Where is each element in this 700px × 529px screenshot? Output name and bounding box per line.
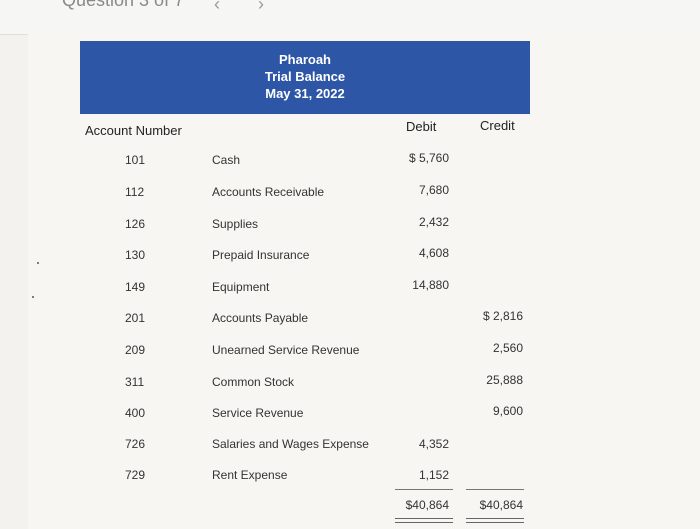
credit-total: $40,864 bbox=[479, 498, 523, 512]
account-name: Unearned Service Revenue bbox=[212, 343, 360, 357]
statement-header: Pharoah Trial Balance May 31, 2022 bbox=[80, 41, 530, 114]
credit-header: Credit bbox=[480, 118, 515, 133]
account-number: 112 bbox=[125, 185, 145, 199]
credit-amount: 9,600 bbox=[492, 404, 523, 418]
table-row: 729 Rent Expense 1,152 bbox=[0, 468, 700, 488]
statement-title: Trial Balance bbox=[264, 69, 346, 84]
table-row: 101 Cash $ 5,760 bbox=[0, 151, 700, 173]
debit-double-underline bbox=[395, 518, 453, 523]
account-name: Equipment bbox=[212, 280, 270, 294]
account-number-header: Account Number bbox=[85, 123, 182, 138]
table-row: 400 Service Revenue 9,600 bbox=[0, 404, 700, 426]
totals-row: $40,864 $40,864 bbox=[0, 498, 700, 518]
account-number: 149 bbox=[125, 280, 146, 294]
paper-mark bbox=[32, 296, 34, 298]
credit-amount: $ 2,816 bbox=[482, 309, 523, 323]
account-name: Accounts Receivable bbox=[212, 185, 325, 199]
credit-double-underline bbox=[466, 518, 524, 523]
paper-mark bbox=[37, 262, 39, 264]
credit-amount: 2,560 bbox=[492, 341, 523, 355]
account-number: 311 bbox=[125, 375, 145, 389]
account-number: 130 bbox=[125, 248, 146, 262]
account-name: Salaries and Wages Expense bbox=[212, 437, 369, 451]
statement-date: May 31, 2022 bbox=[265, 86, 345, 101]
account-number: 726 bbox=[125, 437, 146, 451]
account-name: Cash bbox=[212, 153, 241, 167]
debit-amount: 4,608 bbox=[418, 246, 449, 260]
table-row: 311 Common Stock 25,888 bbox=[0, 373, 700, 395]
table-row: 726 Salaries and Wages Expense 4,352 bbox=[0, 437, 700, 457]
previous-question-icon[interactable]: ‹ bbox=[214, 0, 220, 14]
question-counter: Question 3 of 7 bbox=[62, 0, 185, 10]
account-number: 201 bbox=[125, 311, 146, 325]
table-row: 112 Accounts Receivable 7,680 bbox=[0, 183, 700, 205]
company-name: Pharoah bbox=[278, 52, 331, 67]
debit-amount: 7,680 bbox=[418, 183, 449, 197]
next-question-icon[interactable]: › bbox=[258, 0, 264, 14]
debit-amount: $ 5,760 bbox=[408, 151, 449, 165]
account-number: 400 bbox=[125, 406, 146, 420]
table-row: 201 Accounts Payable $ 2,816 bbox=[0, 309, 700, 331]
table-row: 209 Unearned Service Revenue 2,560 bbox=[0, 341, 700, 363]
account-name: Supplies bbox=[212, 217, 259, 231]
debit-total: $40,864 bbox=[405, 498, 449, 512]
debit-header: Debit bbox=[406, 119, 437, 134]
debit-amount: 1,152 bbox=[418, 468, 449, 482]
top-bar: Question 3 of 7 ‹ › bbox=[0, 0, 700, 35]
table-row: 149 Equipment 14,880 bbox=[0, 278, 700, 300]
table-row: 126 Supplies 2,432 bbox=[0, 215, 700, 237]
account-name: Rent Expense bbox=[212, 468, 288, 482]
debit-amount: 2,432 bbox=[418, 215, 449, 229]
account-name: Accounts Payable bbox=[212, 311, 309, 325]
account-number: 729 bbox=[125, 468, 146, 482]
debit-total-rule bbox=[395, 489, 453, 490]
credit-amount: 25,888 bbox=[486, 373, 523, 387]
table-row: 130 Prepaid Insurance 4,608 bbox=[0, 246, 700, 268]
debit-amount: 4,352 bbox=[418, 437, 449, 451]
account-number: 209 bbox=[125, 343, 146, 357]
account-name: Prepaid Insurance bbox=[212, 248, 310, 262]
trial-balance-sheet bbox=[28, 34, 700, 529]
account-number: 126 bbox=[125, 217, 146, 231]
account-number: 101 bbox=[125, 153, 146, 167]
account-name: Service Revenue bbox=[212, 406, 304, 420]
credit-total-rule bbox=[466, 489, 524, 490]
debit-amount: 14,880 bbox=[412, 278, 449, 292]
account-name: Common Stock bbox=[212, 375, 295, 389]
